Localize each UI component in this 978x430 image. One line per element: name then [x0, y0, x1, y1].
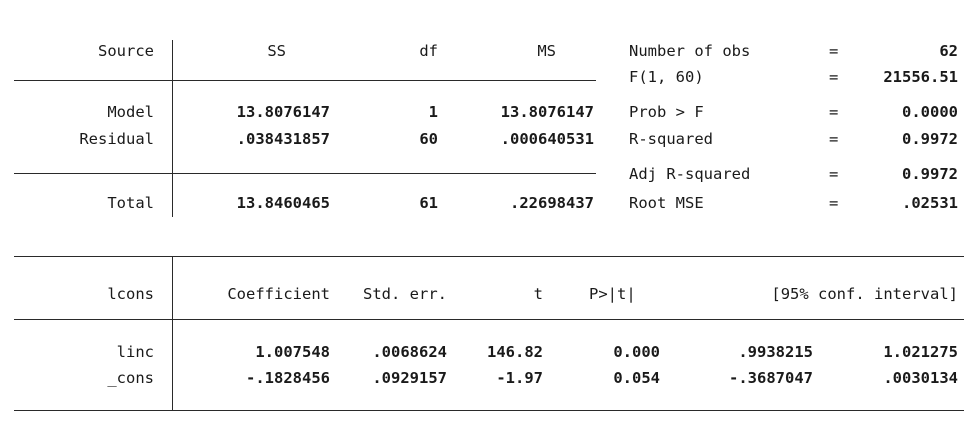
- coef-top-rule: [14, 256, 964, 257]
- coef-row-cons-se: .0929157: [372, 369, 447, 387]
- coef-row-linc-var: linc: [116, 343, 154, 361]
- anova-header-ms: MS: [537, 42, 556, 60]
- anova-row-total-ms: .22698437: [510, 194, 594, 212]
- coef-row-linc-t: 146.82: [487, 343, 543, 361]
- coef-row-cons-p: 0.054: [613, 369, 660, 387]
- stat-label-f: F(1, 60): [629, 68, 704, 86]
- stat-eq: =: [829, 103, 839, 121]
- stat-label-adj-r2: Adj R-squared: [629, 165, 751, 183]
- stat-eq: =: [829, 42, 839, 60]
- coef-header-ci: [95% conf. interval]: [771, 285, 958, 303]
- coef-row-cons-var: _cons: [107, 369, 154, 387]
- stat-value-root-mse: .02531: [902, 194, 958, 212]
- coef-header-std-err: Std. err.: [363, 285, 447, 303]
- coef-row-linc-coef: 1.007548: [255, 343, 330, 361]
- stat-eq: =: [829, 130, 839, 148]
- coef-header-p: P>|t|: [589, 285, 636, 303]
- anova-row-model-source: Model: [107, 103, 154, 121]
- coef-row-linc-ci-hi: 1.021275: [883, 343, 958, 361]
- stat-eq: =: [829, 165, 839, 183]
- coef-row-cons-coef: -.1828456: [246, 369, 330, 387]
- stat-value-f: 21556.51: [883, 68, 958, 86]
- stat-eq: =: [829, 68, 839, 86]
- coef-vertical-rule: [172, 257, 173, 411]
- anova-row-model-ss: 13.8076147: [236, 103, 330, 121]
- anova-total-rule: [14, 173, 596, 174]
- anova-row-model-df: 1: [428, 103, 438, 121]
- anova-header-source: Source: [98, 42, 154, 60]
- stat-value-adj-r2: 0.9972: [902, 165, 958, 183]
- coef-row-linc-se: .0068624: [372, 343, 447, 361]
- anova-header-df: df: [419, 42, 438, 60]
- stat-label-root-mse: Root MSE: [629, 194, 704, 212]
- anova-row-total-df: 61: [419, 194, 438, 212]
- stat-label-prob-f: Prob > F: [629, 103, 704, 121]
- coef-row-cons-ci-lo: -.3687047: [729, 369, 813, 387]
- coef-row-cons-t: -1.97: [496, 369, 543, 387]
- coef-header-coefficient: Coefficient: [227, 285, 330, 303]
- anova-row-residual-ms: .000640531: [500, 130, 594, 148]
- stat-value-r2: 0.9972: [902, 130, 958, 148]
- anova-header-rule: [14, 80, 596, 81]
- stat-value-nobs: 62: [939, 42, 958, 60]
- coef-row-cons-ci-hi: .0030134: [883, 369, 958, 387]
- stat-eq: =: [829, 194, 839, 212]
- anova-vertical-rule: [172, 40, 173, 217]
- stat-value-prob-f: 0.0000: [902, 103, 958, 121]
- coef-header-t: t: [533, 285, 543, 303]
- anova-row-residual-source: Residual: [79, 130, 154, 148]
- stat-label-nobs: Number of obs: [629, 42, 751, 60]
- anova-row-residual-df: 60: [419, 130, 438, 148]
- coef-row-linc-p: 0.000: [613, 343, 660, 361]
- coef-bottom-rule: [14, 410, 964, 411]
- anova-row-total-source: Total: [107, 194, 154, 212]
- anova-row-model-ms: 13.8076147: [500, 103, 594, 121]
- anova-row-total-ss: 13.8460465: [236, 194, 330, 212]
- coef-header-rule: [14, 319, 964, 320]
- stat-label-r2: R-squared: [629, 130, 713, 148]
- coef-row-linc-ci-lo: .9938215: [738, 343, 813, 361]
- coef-header-var: lcons: [107, 285, 154, 303]
- anova-row-residual-ss: .038431857: [236, 130, 330, 148]
- anova-header-ss: SS: [267, 42, 286, 60]
